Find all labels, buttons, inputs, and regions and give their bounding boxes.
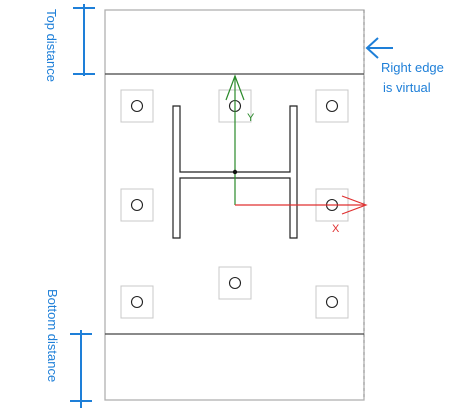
anchor-bolt-hole [130,198,144,212]
y-axis-label: Y [247,112,255,124]
bottom-distance-dimension [70,330,92,408]
anchor-bolt-hole [325,295,339,309]
anchor-bolt-washer [218,266,252,300]
anchor-bolt-washer [120,285,154,319]
anchor-bolt-hole [325,99,339,113]
x-axis-label: X [332,223,340,235]
column-center-point [232,169,238,175]
anchor-bolt-hole [228,276,242,290]
right-edge-label-line2: is virtual [383,80,431,95]
anchor-bolt-washer [315,89,349,123]
bottom-distance-label: Bottom distance [45,289,60,382]
top-distance-label: Top distance [44,9,59,82]
x-axis-arrowhead [341,195,368,215]
anchor-bolt-washer [315,285,349,319]
anchor-bolt-hole [130,99,144,113]
anchor-bolt-washer [120,188,154,222]
anchor-bolts [120,89,349,319]
top-distance-dimension [73,4,95,76]
y-axis-arrowhead [225,74,245,101]
right-edge-label-line1: Right edge [381,60,444,75]
anchor-bolt-washer [120,89,154,123]
anchor-bolt-hole [130,295,144,309]
